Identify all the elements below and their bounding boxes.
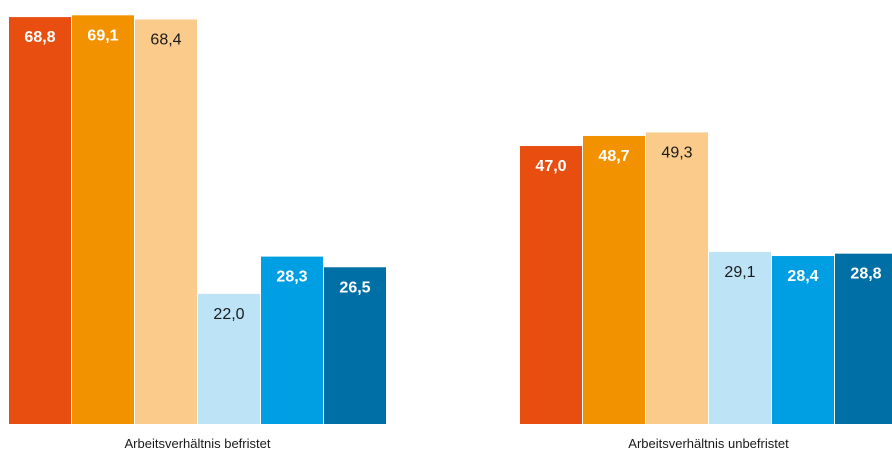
value-label-arbeitsverhaeltnis-unbefristet-series-1: 47,0 [535,158,566,175]
value-label-arbeitsverhaeltnis-unbefristet-series-6: 28,8 [850,266,881,283]
value-label-arbeitsverhaeltnis-unbefristet-series-5: 28,4 [787,268,818,285]
value-label-arbeitsverhaeltnis-unbefristet-series-3: 49,3 [661,144,692,161]
value-label-arbeitsverhaeltnis-unbefristet-series-2: 48,7 [598,148,629,165]
bar-arbeitsverhaeltnis-unbefristet-series-3 [646,132,708,424]
bar-arbeitsverhaeltnis-befristet-series-2 [72,15,134,425]
value-label-arbeitsverhaeltnis-befristet-series-4: 22,0 [213,306,244,323]
bar-arbeitsverhaeltnis-unbefristet-series-2 [583,135,645,424]
bar-arbeitsverhaeltnis-befristet-series-1 [9,17,71,425]
category-labels-layer: Arbeitsverhältnis befristet Arbeitsverhä… [125,436,790,451]
value-label-arbeitsverhaeltnis-unbefristet-series-4: 29,1 [724,264,755,281]
bar-arbeitsverhaeltnis-unbefristet-series-5 [772,256,834,424]
value-label-arbeitsverhaeltnis-befristet-series-5: 28,3 [276,269,307,286]
category-label-unbefristet: Arbeitsverhältnis unbefristet [628,436,789,451]
bar-arbeitsverhaeltnis-unbefristet-series-4 [709,251,771,424]
bar-arbeitsverhaeltnis-unbefristet-series-6 [835,253,892,424]
bars-layer [9,15,892,425]
bar-arbeitsverhaeltnis-befristet-series-6 [324,267,386,424]
bar-arbeitsverhaeltnis-befristet-series-5 [261,256,323,424]
value-labels-layer: 68,8 69,1 68,4 22,0 28,3 26,5 47,0 48,7 49,3 29,1… [24,27,881,323]
value-label-arbeitsverhaeltnis-befristet-series-6: 26,5 [339,279,370,296]
bar-arbeitsverhaeltnis-unbefristet-series-1 [520,146,582,424]
bar-arbeitsverhaeltnis-befristet-series-4 [198,293,260,424]
value-label-arbeitsverhaeltnis-befristet-series-2: 69,1 [87,27,118,44]
bar-arbeitsverhaeltnis-befristet-series-3 [135,19,197,424]
value-label-arbeitsverhaeltnis-befristet-series-1: 68,8 [24,29,55,46]
value-label-arbeitsverhaeltnis-befristet-series-3: 68,4 [150,31,181,48]
category-label-befristet: Arbeitsverhältnis befristet [125,436,271,451]
